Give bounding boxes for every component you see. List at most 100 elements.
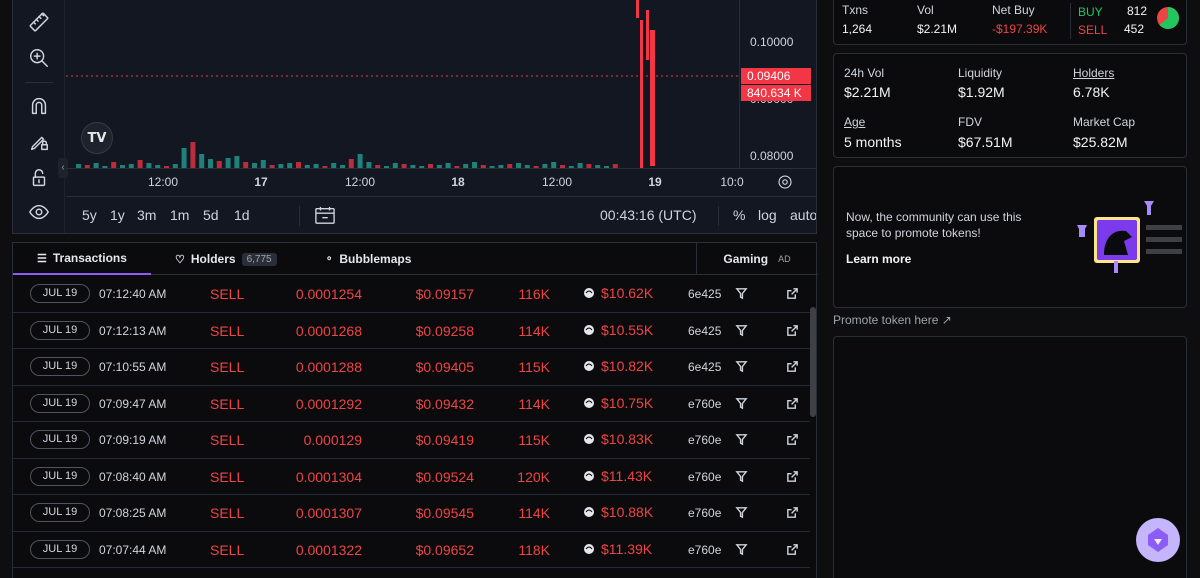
table-row[interactable]: JUL 19 07:10:55 AM SELL 0.0001288 $0.09405 11… — [13, 349, 810, 386]
tx-time: 07:09:47 AM — [99, 396, 167, 411]
buy-sell-pie-icon — [1157, 6, 1180, 29]
tab-label: Transactions — [52, 251, 127, 265]
promote-token-link[interactable]: Promote token here ↗ — [833, 313, 952, 327]
pencil-lock-icon[interactable] — [27, 130, 51, 154]
volume-bar — [463, 164, 469, 168]
volume-bar — [401, 164, 407, 168]
tx-maker[interactable]: 6e425 — [688, 323, 722, 338]
filter-icon[interactable] — [735, 433, 748, 449]
tab-transactions[interactable]: ☰ Transactions — [13, 243, 151, 275]
volume-bar — [384, 166, 389, 168]
sell-label: SELL — [1078, 23, 1108, 37]
log-toggle[interactable]: log — [758, 207, 777, 223]
ad-slot — [833, 336, 1187, 578]
tradingview-logo[interactable]: TV — [81, 122, 113, 154]
table-row[interactable]: JUL 19 07:09:19 AM SELL 0.000129 $0.09419 115… — [13, 422, 810, 459]
shrimp-icon — [584, 507, 594, 517]
txns-value: 1,264 — [842, 22, 873, 36]
volume-bar — [181, 148, 187, 168]
table-row[interactable]: JUL 19 07:07:44 AM SELL 0.0001322 $0.09652 11… — [13, 532, 810, 568]
transactions-panel: ☰ Transactions ♡ Holders 6,775 ⚬ Bubblem… — [12, 242, 818, 578]
tx-type: SELL — [210, 322, 245, 339]
volume-bar — [489, 166, 495, 168]
gaming-ad-tab[interactable]: Gaming AD — [696, 243, 817, 275]
collapse-toolbar-handle[interactable]: ‹ — [58, 158, 68, 178]
external-link-icon[interactable] — [786, 287, 799, 303]
calendar-range-icon[interactable] — [314, 205, 336, 230]
tx-tabs: ☰ Transactions ♡ Holders 6,775 ⚬ Bubblem… — [13, 243, 818, 275]
external-link-icon[interactable] — [786, 360, 799, 376]
range-5d-button[interactable]: 5d — [203, 207, 219, 223]
zoom-in-icon[interactable] — [27, 46, 51, 70]
age-link[interactable]: Age — [844, 115, 866, 129]
table-row[interactable]: JUL 19 07:12:13 AM SELL 0.0001268 $0.09258 11… — [13, 313, 810, 349]
shrimp-icon — [584, 324, 594, 335]
eye-icon[interactable] — [27, 200, 51, 224]
utc-clock[interactable]: 00:43:16 (UTC) — [600, 207, 697, 223]
external-link-icon[interactable] — [786, 543, 799, 559]
table-row[interactable]: JUL 19 07:12:40 AM SELL 0.0001254 $0.09157 11… — [13, 276, 810, 313]
time-axis[interactable]: 12:00 17 12:00 18 12:00 19 10:0 — [66, 168, 816, 195]
shrimp-icon — [584, 361, 594, 371]
price-axis[interactable]: 0.10000 0.09000 0.08000 0.09406 840.634 … — [739, 0, 816, 168]
holders-link[interactable]: Holders — [1073, 66, 1115, 80]
range-1m-button[interactable]: 1m — [170, 207, 190, 223]
filter-icon[interactable] — [735, 287, 748, 303]
percent-toggle[interactable]: % — [733, 207, 746, 223]
chart-settings-icon[interactable] — [776, 173, 794, 191]
range-5y-button[interactable]: 5y — [82, 207, 97, 223]
chat-assistant-button[interactable] — [1136, 518, 1180, 562]
range-1y-button[interactable]: 1y — [110, 207, 125, 223]
volume-bar — [76, 164, 81, 168]
table-row[interactable]: JUL 19 07:08:25 AM SELL 0.0001307 $0.09545 11… — [13, 495, 810, 532]
tx-total-value: $11.43K — [601, 467, 653, 484]
volume-bar — [340, 165, 345, 168]
external-link-icon[interactable] — [786, 470, 799, 486]
tx-price-native: 0.0001304 — [295, 468, 362, 485]
filter-icon[interactable] — [735, 543, 748, 559]
learn-more-link[interactable]: Learn more — [846, 252, 912, 266]
auto-toggle[interactable]: auto — [790, 207, 817, 223]
filter-icon[interactable] — [735, 470, 748, 486]
tx-maker[interactable]: e760e — [688, 396, 722, 411]
volume-bar — [560, 165, 565, 168]
promo-card[interactable]: Now, the community can use this space to… — [833, 166, 1187, 308]
shrimp-icon — [584, 397, 594, 408]
tx-maker[interactable]: e760e — [688, 433, 722, 447]
tx-maker[interactable]: e760e — [688, 542, 722, 557]
tx-scrollbar[interactable] — [810, 307, 816, 417]
ruler-icon[interactable] — [27, 10, 51, 34]
table-row[interactable]: JUL 19 07:09:47 AM SELL 0.0001292 $0.09432 11… — [13, 386, 810, 422]
shrimp-icon — [584, 288, 594, 298]
volume-bar — [375, 165, 381, 168]
drawing-toolbar — [13, 0, 65, 233]
external-link-icon[interactable] — [786, 433, 799, 449]
tab-holders[interactable]: ♡ Holders 6,775 — [175, 243, 277, 275]
candlestick-plot[interactable] — [66, 0, 738, 168]
tx-maker[interactable]: e760e — [688, 469, 722, 484]
filter-icon[interactable] — [735, 397, 748, 413]
magnet-icon[interactable] — [27, 94, 51, 118]
tx-price-usd: $0.09432 — [415, 395, 474, 412]
tx-maker[interactable]: e760e — [688, 506, 722, 520]
lock-icon[interactable] — [27, 166, 51, 190]
table-row[interactable]: JUL 19 07:08:40 AM SELL 0.0001304 $0.09524 12… — [13, 459, 810, 495]
volume-bar — [199, 154, 205, 168]
volume-bar — [392, 163, 398, 168]
tx-maker[interactable]: 6e425 — [688, 287, 722, 301]
tx-maker[interactable]: 6e425 — [688, 360, 722, 374]
external-link-icon[interactable] — [786, 506, 799, 522]
tab-bubblemaps[interactable]: ⚬ Bubblemaps — [325, 243, 411, 275]
range-3m-button[interactable]: 3m — [137, 207, 157, 223]
range-1d-button[interactable]: 1d — [234, 207, 250, 223]
volume-bar — [331, 163, 337, 168]
external-link-icon[interactable] — [786, 397, 799, 413]
tx-total: $10.83K — [583, 431, 653, 447]
tx-total: $10.82K — [583, 358, 653, 374]
tx-time: 07:10:55 AM — [99, 360, 167, 374]
external-link-icon[interactable] — [786, 324, 799, 340]
filter-icon[interactable] — [735, 324, 748, 340]
filter-icon[interactable] — [735, 360, 748, 376]
filter-icon[interactable] — [735, 506, 748, 522]
volume-bar — [243, 162, 249, 168]
